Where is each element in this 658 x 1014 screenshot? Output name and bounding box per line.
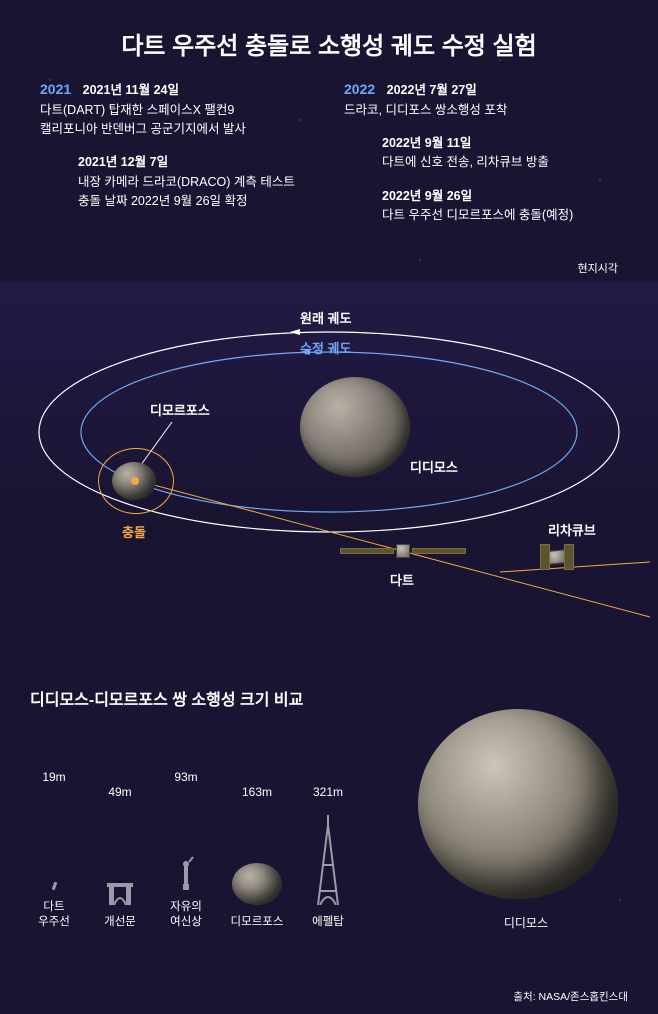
dimorphos-silhouette-icon — [232, 863, 282, 905]
local-time-note: 현지시각 — [0, 260, 658, 282]
didymos-big-icon — [418, 709, 618, 899]
dart-icon — [396, 544, 410, 558]
event-text: 다트 우주선 디모르포스에 충돌(예정) — [382, 208, 573, 222]
size-name: 다트 우주선 — [30, 900, 78, 930]
timeline-event: 2021년 12월 7일 내장 카메라 드라코(DRACO) 계측 테스트 충돌… — [40, 153, 314, 211]
timeline-event: 2022년 9월 26일 다트 우주선 디모르포스에 충돌(예정) — [344, 187, 618, 226]
timeline: 2021 2021년 11월 24일 다트(DART) 탑재한 스페이스X 팰컨… — [0, 79, 658, 260]
modified-orbit-label: 수정 궤도 — [300, 338, 351, 357]
timeline-event: 2022 2022년 7월 27일 드라코, 디디포스 쌍소행성 포착 — [344, 79, 618, 120]
didymos-label: 디디모스 — [410, 457, 458, 476]
source-credit: 출처: NASA/존스홉킨스대 — [513, 989, 628, 1004]
size-item: 163m 디모르포스 — [228, 785, 286, 930]
size-item: 19m 다트 우주선 — [30, 770, 78, 930]
event-text: 내장 카메라 드라코(DRACO) 계측 테스트 충돌 날짜 2022년 9월 … — [78, 175, 295, 208]
sizes-title: 디디모스-디모르포스 쌍 소행성 크기 비교 — [30, 686, 628, 710]
event-date: 2022년 9월 26일 — [382, 189, 472, 203]
size-name: 에펠탑 — [304, 915, 352, 930]
solar-panel-icon — [340, 548, 394, 554]
original-orbit-label: 원래 궤도 — [300, 308, 351, 327]
size-item: 93m 자유의 여신상 — [162, 770, 210, 930]
dimorphos-label: 디모르포스 — [150, 400, 210, 419]
timeline-col-2022: 2022 2022년 7월 27일 드라코, 디디포스 쌍소행성 포착 2022… — [344, 79, 618, 240]
event-text: 다트에 신호 전송, 리차큐브 방출 — [382, 155, 549, 169]
year-label: 2021 — [40, 79, 71, 101]
arc-de-triomphe-icon — [107, 883, 133, 905]
size-comparison: 디디모스-디모르포스 쌍 소행성 크기 비교 19m 다트 우주선 49m 개선… — [0, 662, 658, 960]
statue-of-liberty-icon — [178, 856, 194, 890]
size-height: 321m — [304, 785, 352, 799]
size-height: 93m — [162, 770, 210, 784]
size-height: 19m — [30, 770, 78, 784]
didymos-size-label: 디디모스 — [504, 914, 548, 931]
year-label: 2022 — [344, 79, 375, 101]
orbit-diagram: 원래 궤도 수정 궤도 디디모스 디모르포스 충돌 다트 리차큐브 — [0, 282, 658, 662]
event-date: 2021년 12월 7일 — [78, 155, 168, 169]
size-name: 디모르포스 — [228, 915, 286, 930]
size-height: 49m — [96, 785, 144, 799]
dart-silhouette-icon — [51, 881, 57, 890]
didymos-icon — [300, 377, 410, 477]
dart-label: 다트 — [390, 570, 414, 589]
event-date: 2021년 11월 24일 — [83, 83, 179, 97]
size-name: 개선문 — [96, 915, 144, 930]
solar-panel-icon — [540, 544, 550, 570]
event-date: 2022년 7월 27일 — [387, 83, 477, 97]
eiffel-tower-icon — [314, 815, 342, 905]
timeline-col-2021: 2021 2021년 11월 24일 다트(DART) 탑재한 스페이스X 팰컨… — [40, 79, 314, 240]
size-item: 321m 에펠탑 — [304, 785, 352, 930]
size-name: 자유의 여신상 — [162, 900, 210, 930]
solar-panel-icon — [412, 548, 466, 554]
event-text: 드라코, 디디포스 쌍소행성 포착 — [344, 103, 507, 117]
timeline-event: 2022년 9월 11일 다트에 신호 전송, 리차큐브 방출 — [344, 134, 618, 173]
impact-label: 충돌 — [122, 522, 146, 541]
size-height: 163m — [228, 785, 286, 799]
size-item: 49m 개선문 — [96, 785, 144, 930]
event-date: 2022년 9월 11일 — [382, 136, 471, 150]
timeline-event: 2021 2021년 11월 24일 다트(DART) 탑재한 스페이스X 팰컨… — [40, 79, 314, 139]
event-text: 다트(DART) 탑재한 스페이스X 팰컨9 캘리포니아 반덴버그 공군기지에서… — [40, 103, 246, 136]
solar-panel-icon — [564, 544, 574, 570]
page-title: 다트 우주선 충돌로 소행성 궤도 수정 실험 — [0, 0, 658, 79]
liciacube-label: 리차큐브 — [548, 520, 596, 539]
impact-dot-icon — [131, 477, 139, 485]
